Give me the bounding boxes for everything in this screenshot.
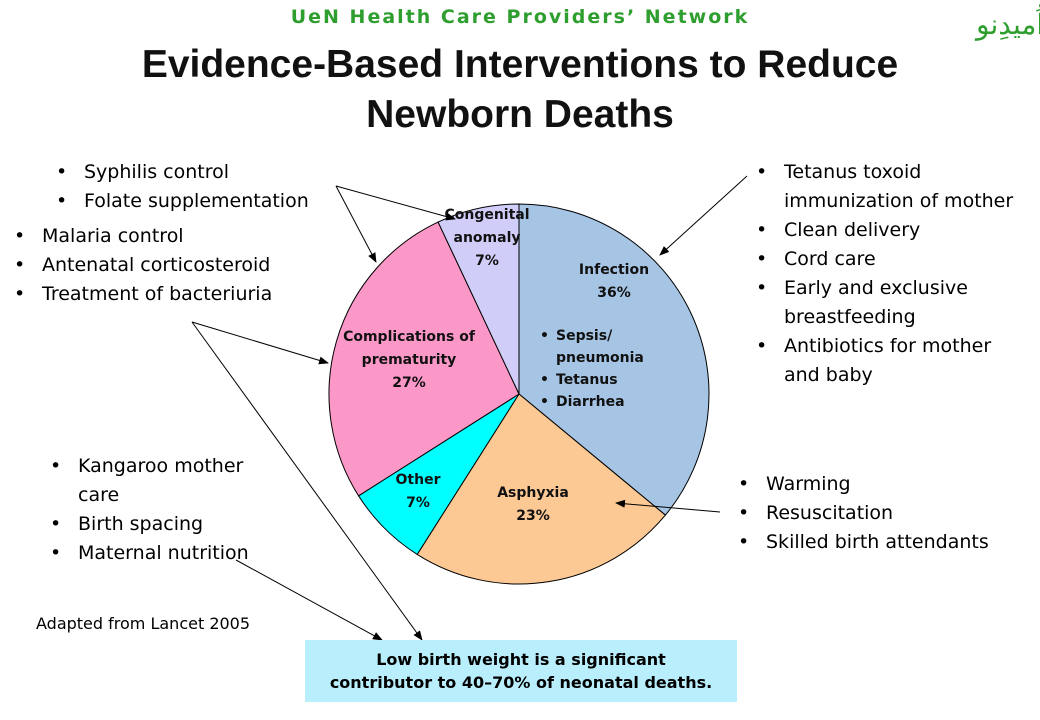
- arrow-syphilis-prematurity: [335, 185, 377, 263]
- list-item: Early and exclusive breastfeeding: [754, 274, 1024, 332]
- list-item: Resuscitation: [736, 499, 1036, 528]
- list-item: Treatment of bacteriuria: [12, 280, 272, 309]
- infection-sub-item: Diarrhea: [556, 394, 625, 410]
- network-title: UeN Health Care Providers’ Network: [290, 6, 750, 28]
- arrow-malaria-prematurity: [191, 321, 329, 365]
- list-item: Syphilis control: [54, 158, 309, 187]
- list-item: Kangaroo mother care: [48, 452, 288, 510]
- arrow-kangaroo-lbw: [235, 559, 383, 641]
- pie-value-label: 36%: [597, 285, 631, 301]
- pie-slice-label: anomaly: [454, 230, 521, 246]
- warming-list: Warming Resuscitation Skilled birth atte…: [736, 470, 1036, 557]
- list-item: Birth spacing: [48, 510, 288, 539]
- pie-labels: Infection 36% • Sepsis/pneumonia • Tetanus • Di…: [343, 207, 649, 524]
- pie-value-label: 27%: [392, 375, 426, 391]
- arrow-malaria-lbw: [191, 321, 423, 641]
- pie-slices: [328, 203, 710, 585]
- title-line-2: Newborn Deaths: [366, 93, 674, 136]
- annotation-arrows: [191, 175, 748, 641]
- list-item: Antenatal corticosteroid: [12, 251, 272, 280]
- sub-item-bullet: •: [540, 394, 549, 410]
- pie-value-label: 7%: [475, 253, 499, 269]
- pie-value-label: 7%: [406, 495, 430, 511]
- list-item: Clean delivery: [754, 216, 1024, 245]
- pie-slice-4: [437, 203, 520, 395]
- pie-slice-label: prematurity: [362, 352, 457, 368]
- list-item: Antibiotics for mother and baby: [754, 332, 1024, 390]
- pie-slice-label: Asphyxia: [497, 485, 569, 501]
- arrow-syphilis-congenital: [335, 185, 456, 221]
- list-item: Skilled birth attendants: [736, 528, 1036, 557]
- source-note: Adapted from Lancet 2005: [36, 614, 251, 633]
- sub-item-bullet: •: [540, 372, 549, 388]
- list-item: Tetanus toxoid immunization of mother: [754, 158, 1024, 216]
- pie-slice-label: Infection: [579, 262, 649, 278]
- list-item: Malaria control: [12, 222, 272, 251]
- pie-slice-label: Congenital: [444, 207, 529, 223]
- kangaroo-list: Kangaroo mother care Birth spacing Mater…: [48, 452, 288, 568]
- list-item: Folate supplementation: [54, 187, 309, 216]
- sub-item-bullet: •: [540, 328, 549, 344]
- list-item: Maternal nutrition: [48, 539, 288, 568]
- lbw-line-1: Low birth weight is a significant: [376, 650, 666, 669]
- title-line-1: Evidence-Based Interventions to Reduce: [141, 43, 899, 86]
- pie-slice-1: [416, 393, 667, 585]
- arrow-tetanus-infection: [659, 175, 748, 256]
- malaria-list: Malaria control Antenatal corticosteroid…: [12, 222, 272, 309]
- pie-slice-0: [518, 203, 710, 516]
- tetanus-list: Tetanus toxoid immunization of mother Cl…: [754, 158, 1024, 390]
- low-birth-weight-box: Low birth weight is a significant contri…: [305, 640, 737, 702]
- infection-sub-item: pneumonia: [556, 350, 644, 366]
- pie-slice-label: Other: [396, 472, 441, 488]
- pie-slice-3: [328, 221, 520, 497]
- arrow-warming-asphyxia: [615, 499, 721, 513]
- lbw-line-2: contributor to 40–70% of neonatal deaths…: [329, 673, 713, 692]
- infection-sub-item: Sepsis/: [556, 328, 613, 344]
- logo: اُمیدِنو: [976, 8, 1040, 41]
- pie-slice-label: Complications of: [343, 329, 476, 345]
- page-title: Evidence-Based Interventions to Reduce N…: [0, 40, 1040, 140]
- infection-sub-item: Tetanus: [556, 372, 618, 388]
- pie-value-label: 23%: [516, 508, 550, 524]
- list-item: Warming: [736, 470, 1036, 499]
- syphilis-folate-list: Syphilis control Folate supplementation: [54, 158, 309, 216]
- list-item: Cord care: [754, 245, 1024, 274]
